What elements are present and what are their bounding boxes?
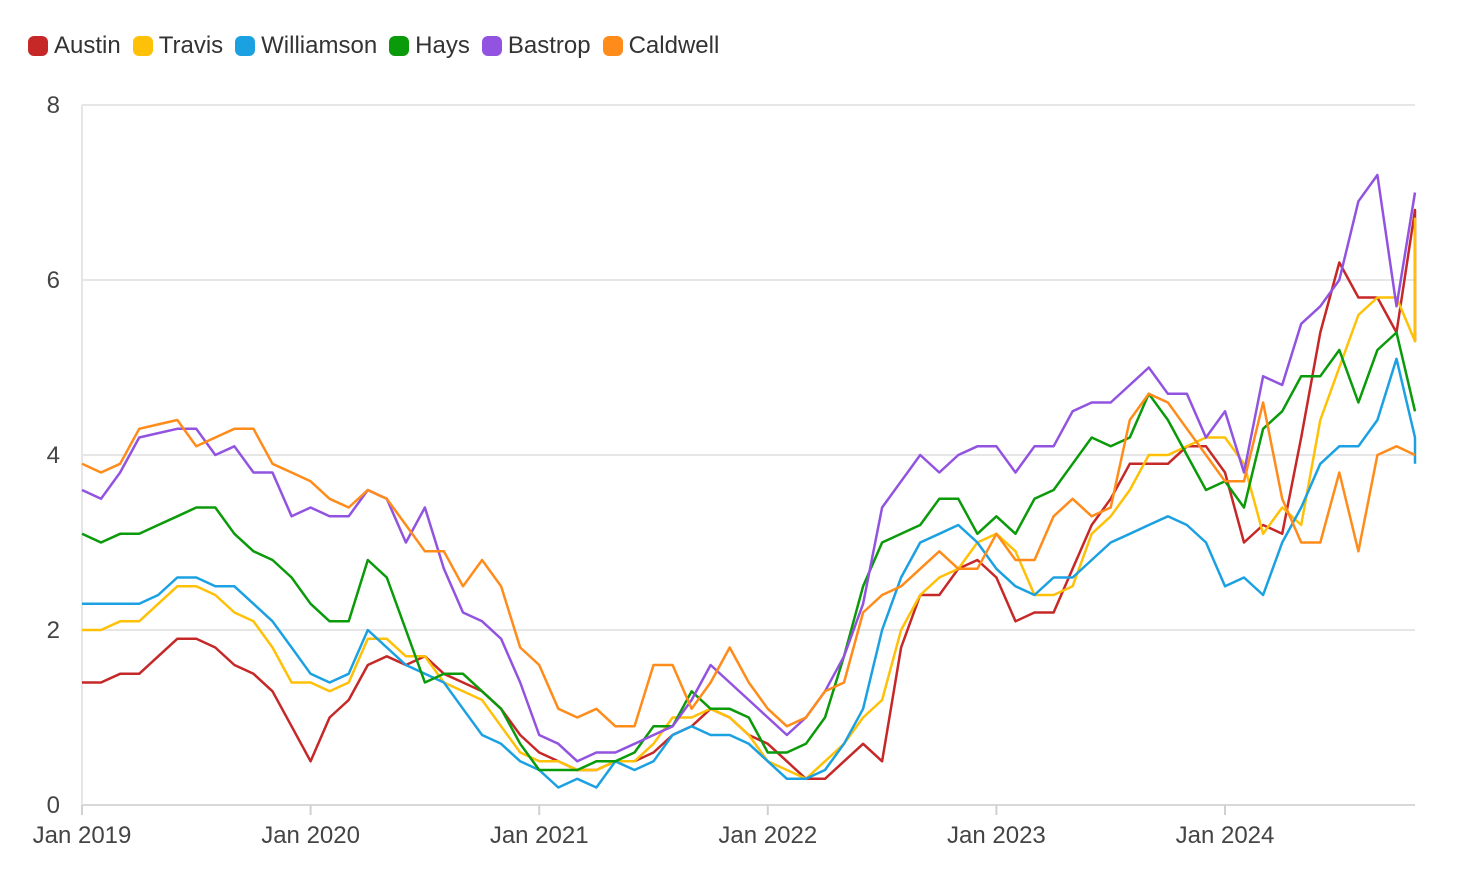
y-tick-label: 6 [47,267,60,294]
series-lines [81,173,1417,789]
legend-swatch-hays [389,36,410,56]
series-line-hays[interactable] [81,331,1417,772]
legend-item-austin[interactable]: Austin [28,32,121,60]
legend: Austin Travis Williamson Hays Bastrop Ca… [28,28,731,64]
series-line-travis[interactable] [82,217,1417,781]
legend-item-bastrop[interactable]: Bastrop [481,32,591,60]
x-tick-label: Jan 2023 [947,822,1046,849]
y-tick-label: 0 [47,792,60,819]
x-tick-label: Jan 2020 [261,822,360,849]
legend-label-austin: Austin [54,32,121,59]
axes: 0 2 4 6 8 Jan 2019 Jan 2020 Jan 2021 Jan 2022 Jan… [33,92,1275,849]
legend-swatch-williamson [235,36,256,56]
legend-item-caldwell[interactable]: Caldwell [602,32,720,60]
x-tick-label: Jan 2022 [718,822,817,849]
y-tick-label: 2 [47,617,60,644]
legend-label-caldwell: Caldwell [628,32,720,59]
legend-label-hays: Hays [415,32,470,59]
series-line-bastrop[interactable] [81,173,1417,763]
legend-label-bastrop: Bastrop [507,32,591,59]
series-line-williamson[interactable] [82,357,1417,789]
legend-label-travis: Travis [158,32,224,59]
y-tick-label: 4 [47,442,60,469]
x-tick-label: Jan 2024 [1176,822,1275,849]
series-line-austin[interactable] [82,208,1417,781]
legend-swatch-travis [132,36,153,56]
y-tick-label: 8 [47,92,60,119]
legend-swatch-bastrop [481,36,502,56]
series-line-caldwell[interactable] [81,392,1416,728]
x-tick-label: Jan 2019 [33,822,132,849]
x-tick-label: Jan 2021 [490,822,589,849]
legend-item-travis[interactable]: Travis [132,32,224,60]
gridlines [81,104,1415,806]
legend-label-williamson: Williamson [261,32,378,59]
legend-swatch-caldwell [602,36,623,56]
legend-item-hays[interactable]: Hays [389,32,470,60]
legend-item-williamson[interactable]: Williamson [235,32,377,60]
legend-swatch-austin [28,36,48,56]
